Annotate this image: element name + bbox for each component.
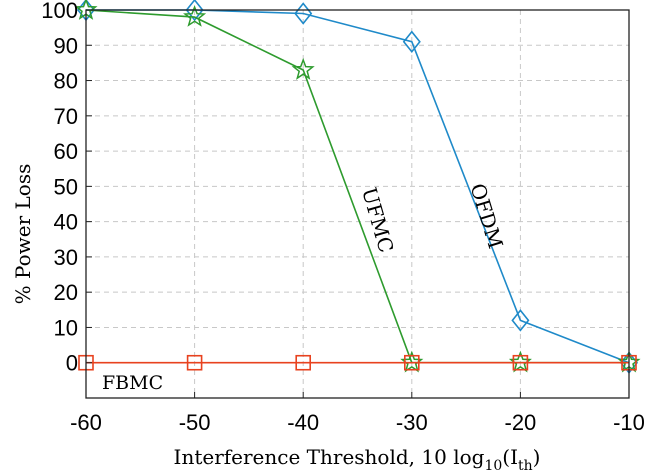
grid-lines: [86, 10, 629, 398]
plot-frame: [85, 9, 630, 399]
y-tick-label: 30: [54, 245, 78, 270]
data-point-ofdm: [511, 309, 530, 332]
data-point-fbmc: [512, 354, 529, 371]
x-tick-label: -60: [70, 410, 102, 435]
y-tick-label: 60: [54, 139, 78, 164]
x-tick-label: -40: [287, 410, 319, 435]
y-tick-label: 80: [54, 69, 78, 94]
data-point-ufmc: [291, 57, 315, 80]
x-tick-label: -50: [179, 410, 211, 435]
data-point-ufmc: [183, 4, 207, 27]
series-label-ofdm: OFDM: [465, 181, 507, 252]
series-label-ufmc: UFMC: [357, 185, 398, 256]
y-tick-label: 50: [54, 174, 78, 199]
data-point-ofdm: [185, 0, 204, 22]
y-tick-label: 0: [66, 351, 78, 376]
data-point-fbmc: [186, 354, 203, 371]
y-tick-label: 10: [54, 315, 78, 340]
y-axis-label: % Power Loss: [11, 164, 35, 305]
y-tick-label: 70: [54, 104, 78, 129]
series-label-fbmc: FBMC: [102, 372, 163, 394]
tick-layer: -60 -50 -40 -30 -20 -10 0 10 20 30 40 50 60 70 80 90 100: [41, 0, 645, 435]
x-tick-label: -30: [396, 410, 428, 435]
data-point-fbmc: [403, 354, 420, 371]
y-tick-label: 40: [54, 210, 78, 235]
y-tick-label: 100: [41, 0, 78, 23]
data-point-fbmc: [295, 354, 312, 371]
x-tick-label: -10: [613, 410, 645, 435]
data-point-ofdm: [402, 30, 421, 54]
x-axis-label: Interference Threshold, 10 log10(Ith): [174, 445, 541, 474]
x-tick-label: -20: [505, 410, 537, 435]
y-tick-label: 20: [54, 280, 78, 305]
y-tick-label: 90: [54, 33, 78, 58]
